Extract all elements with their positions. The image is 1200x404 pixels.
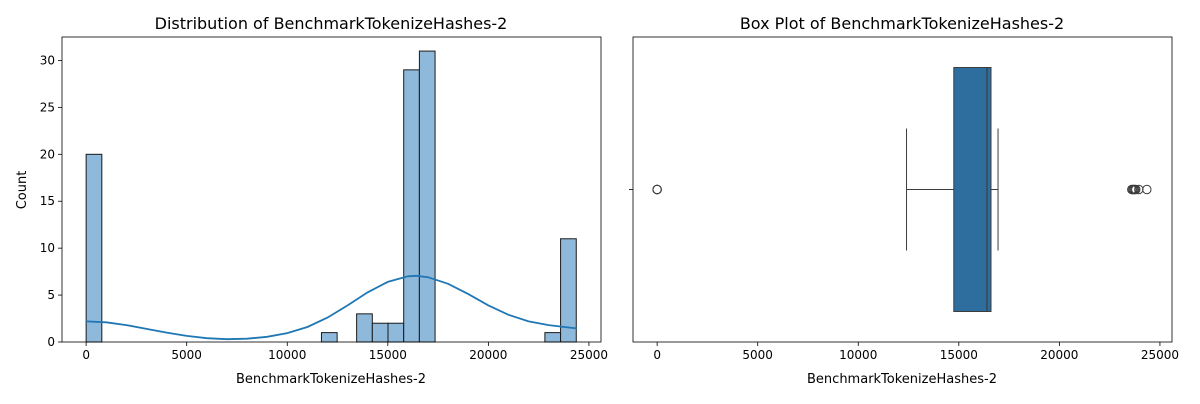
x-tick-label: 15000 (369, 348, 407, 362)
boxplot-title: Box Plot of BenchmarkTokenizeHashes-2 (740, 14, 1064, 33)
histogram-panel: Distribution of BenchmarkTokenizeHashes-… (15, 14, 608, 387)
histogram-title: Distribution of BenchmarkTokenizeHashes-… (155, 14, 508, 33)
x-tick-label: 25000 (570, 348, 608, 362)
histogram-bar (403, 69, 420, 343)
histogram-bar (371, 322, 389, 343)
y-tick-label: 30 (40, 53, 55, 67)
boxplot-axes-frame (632, 36, 1173, 343)
x-tick-label: 0 (82, 348, 90, 362)
y-tick-label: 25 (40, 100, 55, 114)
x-tick-label: 20000 (469, 348, 507, 362)
y-tick-label: 5 (47, 288, 55, 302)
y-tick-label: 15 (40, 194, 55, 208)
box-iqr (953, 67, 992, 312)
boxplot-x-ticks: 0 5000 10000 15000 20000 25000 (653, 342, 1179, 362)
x-tick-label: 5000 (171, 348, 202, 362)
histogram-x-label: BenchmarkTokenizeHashes-2 (236, 372, 426, 387)
y-tick-label: 10 (40, 241, 55, 255)
histogram-bar (356, 313, 373, 343)
histogram-y-label: Count (15, 171, 30, 210)
x-tick-label: 10000 (839, 348, 877, 362)
histogram-bar (418, 50, 436, 343)
y-tick-label: 0 (47, 335, 55, 349)
x-tick-label: 15000 (940, 348, 978, 362)
boxplot-panel: Box Plot of BenchmarkTokenizeHashes-2 0 5… (629, 14, 1179, 387)
x-tick-label: 0 (653, 348, 661, 362)
histogram-bar (85, 153, 103, 343)
kde-curve (86, 274, 577, 341)
histogram-axes-frame (61, 36, 602, 343)
boxplot-x-label: BenchmarkTokenizeHashes-2 (807, 372, 997, 387)
histogram-y-ticks: 0 5 10 15 20 25 30 (40, 53, 62, 349)
histogram-bar (320, 332, 338, 343)
x-tick-label: 10000 (268, 348, 306, 362)
y-tick-label: 20 (40, 147, 55, 161)
outlier-point (1131, 184, 1141, 195)
boxplot-elements (629, 67, 1152, 312)
histogram-bar (387, 322, 405, 343)
histogram-x-ticks: 0 5000 10000 15000 20000 25000 (82, 342, 608, 362)
histogram-bar (544, 332, 562, 343)
outlier-point (652, 184, 662, 195)
outlier-point (1142, 184, 1152, 195)
x-tick-label: 5000 (742, 348, 773, 362)
histogram-bars (85, 50, 577, 343)
x-tick-label: 25000 (1141, 348, 1179, 362)
x-tick-label: 20000 (1040, 348, 1078, 362)
